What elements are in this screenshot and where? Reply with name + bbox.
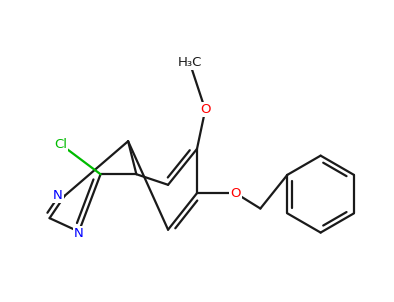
Text: N: N — [74, 227, 84, 240]
Text: Cl: Cl — [54, 138, 67, 151]
Text: H₃C: H₃C — [178, 56, 202, 69]
Text: O: O — [200, 103, 210, 116]
Text: N: N — [53, 189, 63, 202]
Text: O: O — [230, 187, 241, 200]
